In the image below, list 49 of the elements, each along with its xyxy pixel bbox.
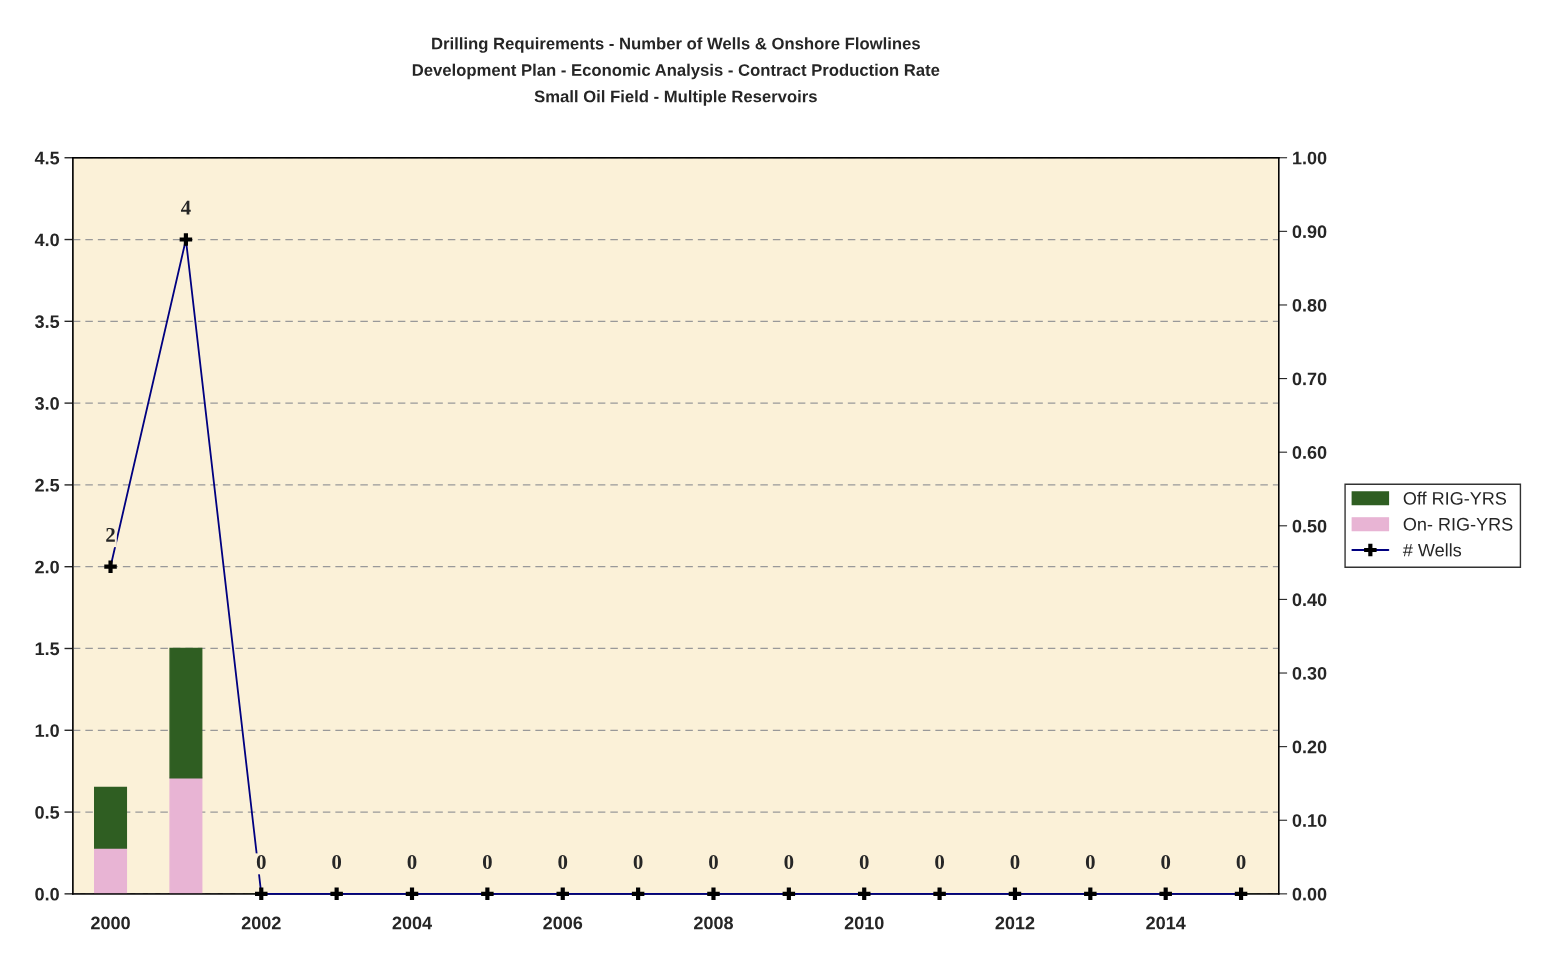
data-label: 0 <box>332 855 342 870</box>
x-tick-label: 2014 <box>1146 916 1186 930</box>
data-label: 0 <box>709 855 718 870</box>
y2-tick-label: 0.40 <box>1292 593 1327 607</box>
data-label: 0 <box>407 855 417 870</box>
x-tick-label: 2012 <box>995 916 1035 930</box>
chart-title: Drilling Requirements - Number of Wells & Onshore Flowlines Development Plan - Economic Analysis - Contract Production Rate Small Oil Field - Multiple Reservoirs <box>412 37 940 106</box>
x-tick-label: 2004 <box>392 916 432 930</box>
y2-tick-label: 0.50 <box>1292 519 1327 533</box>
y2-tick-label: 0.30 <box>1292 666 1327 680</box>
data-label: 0 <box>1236 855 1246 870</box>
y2-tick-label: 0.00 <box>1292 887 1327 901</box>
x-tick-label: 2000 <box>91 916 130 930</box>
legend-label: # Wells <box>1402 543 1462 557</box>
data-label: 0 <box>558 855 568 870</box>
y-tick-label: 2.5 <box>35 478 60 492</box>
data-label: 0 <box>935 855 944 870</box>
data-label: 0 <box>1010 855 1020 870</box>
y2-tick-label: 0.10 <box>1292 814 1327 827</box>
y-tick-label: 3.0 <box>34 397 59 410</box>
legend-label: Off RIG-YRS <box>1403 491 1507 505</box>
legend-label: On- RIG-YRS <box>1403 517 1513 531</box>
data-label: 0 <box>859 855 869 870</box>
x-tick-label: 2010 <box>844 916 884 930</box>
x-tick-label: 2002 <box>241 916 281 930</box>
y2-tick-label: 0.70 <box>1292 372 1327 386</box>
y-tick-label: 4.0 <box>34 233 59 247</box>
y-tick-label: 3.5 <box>34 315 60 329</box>
y2-tick-label: 0.20 <box>1292 740 1327 754</box>
data-label: 2 <box>106 527 115 542</box>
y-tick-label: 0.5 <box>35 806 60 819</box>
data-label: 0 <box>1085 855 1095 870</box>
y2-tick-label: 0.90 <box>1292 225 1327 239</box>
data-label: 0 <box>1161 855 1171 870</box>
data-label: 0 <box>784 855 794 870</box>
data-label: 0 <box>633 855 643 870</box>
y2-tick-label: 0.60 <box>1292 446 1327 459</box>
data-label: 0 <box>482 855 492 870</box>
x-tick-label: 2008 <box>694 916 734 930</box>
y-tick-label: 4.5 <box>34 151 60 165</box>
y-tick-label: 1.0 <box>35 724 59 737</box>
data-label: 0 <box>256 855 266 870</box>
y2-tick-label: 0.80 <box>1292 298 1327 312</box>
y2-tick-label: 1.00 <box>1293 151 1327 165</box>
y-tick-label: 2.0 <box>35 560 59 574</box>
data-label: 4 <box>180 200 191 215</box>
y-tick-label: 0.0 <box>35 887 59 901</box>
y-tick-label: 1.5 <box>35 642 60 656</box>
x-tick-label: 2006 <box>543 916 583 930</box>
